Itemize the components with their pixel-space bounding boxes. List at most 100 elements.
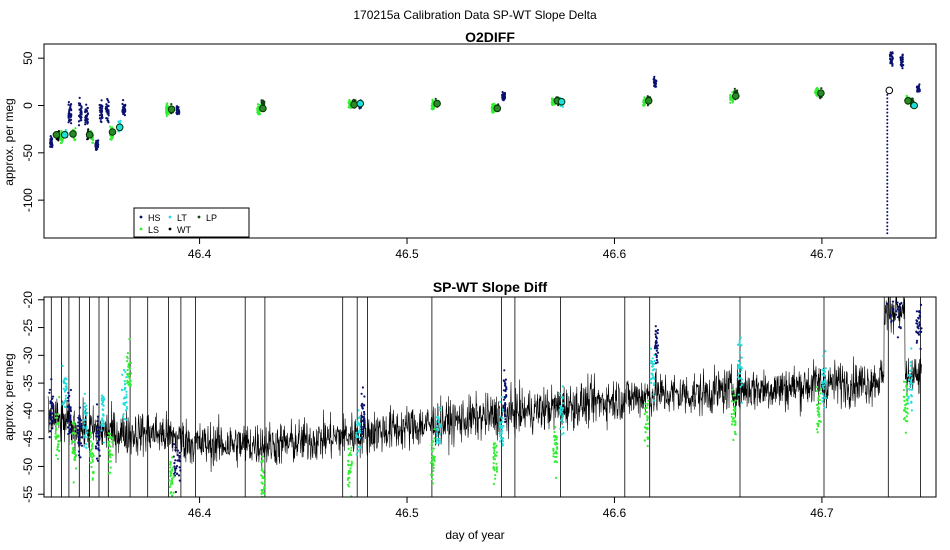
data-point <box>56 457 60 460</box>
data-point <box>83 422 86 425</box>
data-point <box>178 454 181 458</box>
data-point <box>823 406 826 409</box>
data-point <box>886 104 889 107</box>
data-point <box>737 372 740 375</box>
data-point <box>562 414 565 417</box>
data-point <box>501 96 504 99</box>
data-point <box>89 440 92 443</box>
data-point <box>96 442 99 445</box>
data-point <box>125 376 128 379</box>
data-point <box>54 426 58 429</box>
colored-segment-hs <box>94 403 102 462</box>
data-point <box>177 108 180 111</box>
data-point <box>62 402 65 406</box>
data-point <box>732 400 736 404</box>
point-cluster-hs <box>94 139 100 151</box>
data-point <box>646 444 649 448</box>
data-point <box>169 472 172 475</box>
data-point <box>886 161 889 164</box>
data-point <box>654 333 657 336</box>
data-point <box>79 117 82 120</box>
data-point <box>653 75 656 78</box>
data-point <box>559 407 562 410</box>
data-point <box>889 313 892 316</box>
data-point <box>78 436 81 439</box>
data-point <box>174 468 177 472</box>
data-point <box>101 116 104 119</box>
data-point <box>78 454 81 457</box>
data-point <box>357 417 360 420</box>
data-point <box>504 408 507 411</box>
data-point <box>79 108 82 112</box>
data-point <box>896 308 899 311</box>
data-point <box>729 101 732 104</box>
data-point <box>261 101 265 105</box>
data-point <box>732 409 735 412</box>
data-point <box>822 370 825 374</box>
data-point <box>69 418 72 421</box>
data-point <box>260 492 263 495</box>
data-point <box>733 87 736 90</box>
data-point <box>560 433 563 436</box>
data-point <box>71 432 74 435</box>
data-point <box>501 420 504 423</box>
data-point <box>649 347 653 350</box>
mean-marker-lt <box>557 97 566 106</box>
data-point <box>363 410 366 414</box>
data-point <box>57 423 60 426</box>
data-point <box>350 462 353 465</box>
data-point <box>347 472 350 475</box>
data-point <box>886 101 889 103</box>
data-point <box>886 207 889 210</box>
colored-segment-lt <box>558 385 565 436</box>
data-point <box>903 408 906 411</box>
data-point <box>169 466 172 469</box>
data-point <box>109 445 112 448</box>
data-point <box>91 460 94 463</box>
data-point <box>644 431 647 434</box>
data-point <box>886 111 889 114</box>
data-point <box>350 464 353 467</box>
data-point <box>494 477 497 480</box>
data-point <box>102 399 105 402</box>
data-point <box>172 466 175 469</box>
data-point <box>263 487 266 490</box>
data-point <box>77 450 80 453</box>
data-point <box>125 409 128 412</box>
data-point <box>505 386 508 389</box>
data-point <box>84 407 87 410</box>
data-point <box>431 450 434 453</box>
o2diff-ytick-label: 0 <box>21 102 35 109</box>
data-point <box>919 330 922 333</box>
data-point <box>68 394 71 397</box>
data-point <box>107 444 110 447</box>
data-point <box>889 53 893 56</box>
data-point <box>105 107 108 110</box>
data-point <box>58 449 61 453</box>
data-point <box>100 423 103 426</box>
data-point <box>77 432 80 435</box>
data-point <box>362 419 365 422</box>
data-point <box>886 189 889 192</box>
data-point <box>350 449 353 452</box>
data-point <box>738 339 741 342</box>
data-point <box>499 421 502 424</box>
data-point <box>124 418 128 421</box>
data-point <box>84 111 87 114</box>
data-point <box>67 396 70 399</box>
data-point <box>261 455 264 458</box>
data-point <box>260 467 264 470</box>
data-point <box>58 396 61 399</box>
data-point <box>63 405 66 408</box>
data-point <box>919 347 922 350</box>
data-point <box>821 392 825 396</box>
data-point <box>107 112 110 115</box>
data-point <box>431 108 434 111</box>
data-point <box>169 463 172 466</box>
colored-segment-ls <box>902 380 909 434</box>
data-point <box>500 417 503 420</box>
data-point <box>98 426 102 429</box>
data-point <box>51 407 54 410</box>
data-point <box>740 381 743 384</box>
o2diff-xtick-label: 46.4 <box>188 247 212 261</box>
